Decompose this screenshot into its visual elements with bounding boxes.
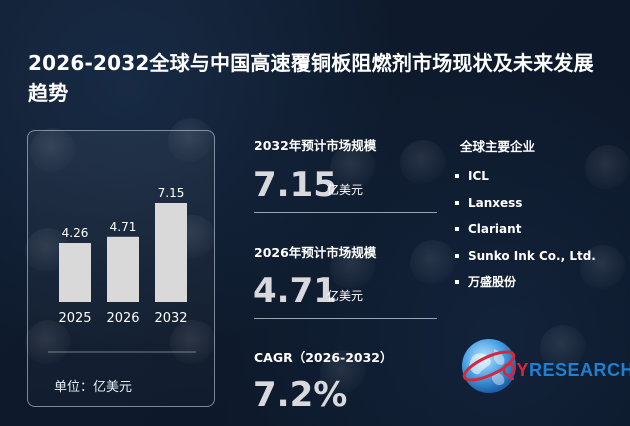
watermark-logo bbox=[585, 145, 630, 191]
watermark-logo bbox=[30, 128, 76, 174]
company-item: Clariant bbox=[452, 216, 596, 243]
watermark-logo bbox=[330, 245, 376, 291]
chart-unit-label: 单位：亿美元 bbox=[54, 380, 133, 395]
watermark-logo bbox=[410, 240, 456, 286]
bar-value-label: 4.26 bbox=[62, 226, 89, 240]
metric-2032-unit: 亿美元 bbox=[327, 183, 364, 197]
watermark-logo bbox=[25, 320, 71, 366]
watermark-logo bbox=[330, 145, 376, 191]
metric-2026-label: 2026年预计市场规模 bbox=[254, 245, 377, 260]
company-name: Sunko Ink Co., Ltd. bbox=[468, 248, 596, 263]
metric-cagr-value: 7.2% bbox=[253, 375, 348, 415]
company-item: ICL bbox=[452, 163, 596, 190]
watermark-logo bbox=[400, 140, 446, 186]
x-tick-label: 2026 bbox=[106, 311, 139, 326]
company-item: Sunko Ink Co., Ltd. bbox=[452, 243, 596, 270]
metric-cagr-label: CAGR（2026-2032） bbox=[254, 350, 393, 365]
watermark-logo bbox=[170, 320, 216, 366]
company-name: ICL bbox=[468, 169, 489, 183]
bullet-icon bbox=[455, 227, 459, 231]
companies-title: 全球主要企业 bbox=[460, 139, 536, 154]
metric-2032-label: 2032年预计市场规模 bbox=[254, 138, 377, 153]
bar-chart-panel: 4.26 2025 4.71 2026 7.15 2032 单位：亿美元 bbox=[27, 130, 215, 407]
company-item: Lanxess bbox=[452, 190, 596, 217]
bullet-icon bbox=[455, 253, 459, 258]
bullet-icon bbox=[455, 280, 459, 284]
globe-icon bbox=[462, 339, 516, 393]
metric-2026-unit: 亿美元 bbox=[327, 289, 364, 303]
bullet-icon bbox=[455, 200, 459, 205]
company-item: 万盛股份 bbox=[452, 269, 596, 296]
watermark-logo bbox=[540, 325, 586, 371]
company-name: 万盛股份 bbox=[468, 275, 517, 289]
x-tick-label: 2032 bbox=[154, 311, 187, 326]
company-name: Lanxess bbox=[468, 195, 523, 210]
watermark-logo bbox=[580, 245, 626, 291]
qyresearch-logo: QYRESEARCH bbox=[460, 333, 630, 403]
x-tick-label: 2025 bbox=[58, 311, 91, 326]
metric-divider bbox=[254, 212, 437, 213]
bar-chart: 4.26 2025 4.71 2026 7.15 2032 bbox=[48, 186, 196, 353]
bar-value-label: 7.15 bbox=[158, 186, 185, 200]
company-name: Clariant bbox=[468, 222, 522, 236]
watermark-logo bbox=[320, 350, 366, 396]
bar-value-label: 4.71 bbox=[110, 220, 137, 234]
page-title: 2026-2032全球与中国高速覆铜板阻燃剂市场现状及未来发展趋势 bbox=[28, 51, 594, 105]
metric-2032-value: 7.15 bbox=[253, 165, 337, 205]
bar-2026 bbox=[107, 236, 139, 302]
metric-2026-value: 4.71 bbox=[253, 271, 337, 311]
bullet-icon bbox=[455, 174, 459, 178]
metric-divider bbox=[254, 318, 437, 319]
bar-2025 bbox=[59, 243, 91, 302]
watermark-logo bbox=[168, 118, 214, 164]
logo-wordmark: QYRESEARCH bbox=[502, 360, 630, 380]
bar-2032 bbox=[155, 203, 187, 302]
company-list: ICL Lanxess Clariant Sunko Ink Co., Ltd.… bbox=[452, 163, 596, 296]
